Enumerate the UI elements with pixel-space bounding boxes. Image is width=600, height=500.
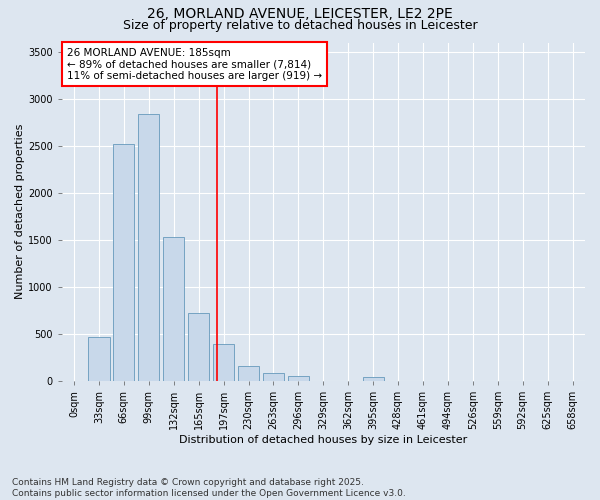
Text: Contains HM Land Registry data © Crown copyright and database right 2025.
Contai: Contains HM Land Registry data © Crown c… <box>12 478 406 498</box>
Text: Size of property relative to detached houses in Leicester: Size of property relative to detached ho… <box>122 18 478 32</box>
Bar <box>138 114 160 381</box>
Text: 26 MORLAND AVENUE: 185sqm
← 89% of detached houses are smaller (7,814)
11% of se: 26 MORLAND AVENUE: 185sqm ← 89% of detac… <box>67 48 322 81</box>
X-axis label: Distribution of detached houses by size in Leicester: Distribution of detached houses by size … <box>179 435 467 445</box>
Bar <box>213 344 234 381</box>
Bar <box>163 237 184 381</box>
Bar <box>238 366 259 381</box>
Text: 26, MORLAND AVENUE, LEICESTER, LE2 2PE: 26, MORLAND AVENUE, LEICESTER, LE2 2PE <box>147 8 453 22</box>
Bar <box>113 144 134 381</box>
Y-axis label: Number of detached properties: Number of detached properties <box>15 124 25 300</box>
Bar <box>263 372 284 381</box>
Bar <box>288 376 309 381</box>
Bar <box>362 377 384 381</box>
Bar <box>88 337 110 381</box>
Bar <box>188 314 209 381</box>
